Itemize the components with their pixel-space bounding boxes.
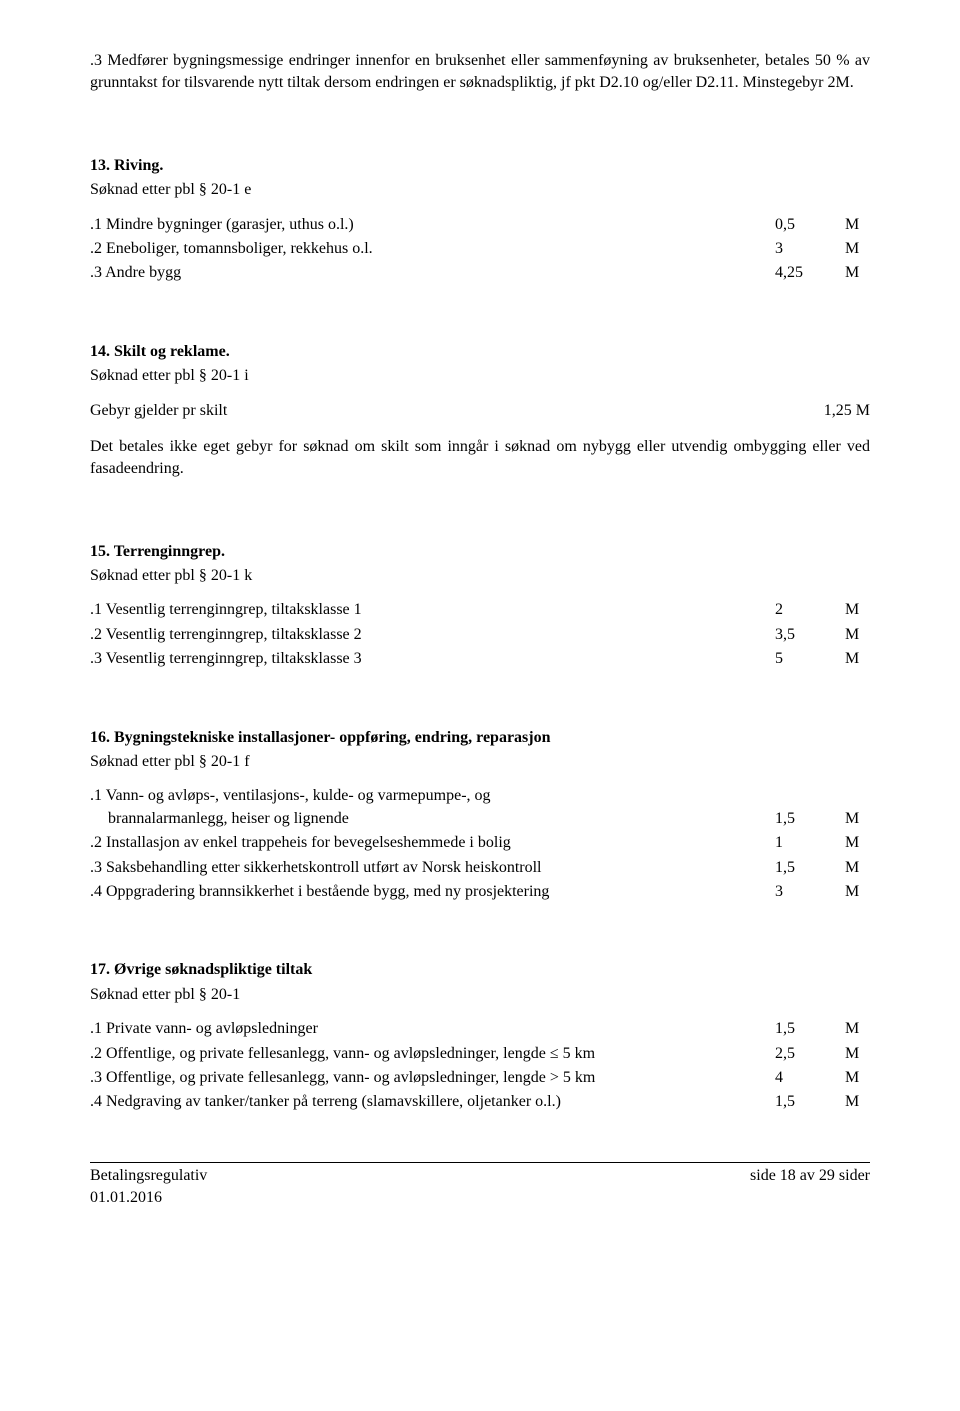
section15-subtext: Søknad etter pbl § 20-1 k bbox=[90, 565, 870, 587]
section16-heading: 16. Bygningstekniske installasjoner- opp… bbox=[90, 727, 870, 749]
section14-subtext: Søknad etter pbl § 20-1 i bbox=[90, 365, 870, 387]
item-unit: M bbox=[845, 1043, 870, 1065]
item-label: .1 Private vann- og avløpsledninger bbox=[90, 1018, 775, 1040]
item-value: 1 bbox=[775, 832, 845, 854]
item-unit: M bbox=[845, 238, 870, 260]
intro-paragraph: .3 Medfører bygningsmessige endringer in… bbox=[90, 50, 870, 95]
list-item: .3 Vesentlig terrenginngrep, tiltaksklas… bbox=[90, 648, 870, 670]
list-item: .2 Eneboliger, tomannsboliger, rekkehus … bbox=[90, 238, 870, 260]
section14-note: Det betales ikke eget gebyr for søknad o… bbox=[90, 436, 870, 481]
item-unit: M bbox=[845, 599, 870, 621]
item-unit: M bbox=[845, 808, 870, 830]
page-footer: Betalingsregulativ 01.01.2016 side 18 av… bbox=[90, 1162, 870, 1210]
item-value: 1,5 bbox=[775, 1091, 845, 1113]
section15-items: .1 Vesentlig terrenginngrep, tiltaksklas… bbox=[90, 599, 870, 670]
item-unit: M bbox=[845, 624, 870, 646]
item-value: 2 bbox=[775, 599, 845, 621]
item-value: 1,5 bbox=[775, 808, 845, 830]
item-unit: M bbox=[845, 1091, 870, 1113]
gebyr-label: Gebyr gjelder pr skilt bbox=[90, 400, 824, 422]
item-label-line1: .1 Vann- og avløps-, ventilasjons-, kuld… bbox=[90, 785, 870, 807]
section16-subtext: Søknad etter pbl § 20-1 f bbox=[90, 751, 870, 773]
footer-right: side 18 av 29 sider bbox=[750, 1165, 870, 1210]
list-item: .1 Vann- og avløps-, ventilasjons-, kuld… bbox=[90, 785, 870, 830]
item-unit: M bbox=[845, 832, 870, 854]
item-label: .3 Andre bygg bbox=[90, 262, 775, 284]
section15-heading: 15. Terrenginngrep. bbox=[90, 541, 870, 563]
footer-left-line1: Betalingsregulativ bbox=[90, 1165, 207, 1187]
list-item: .1 Vesentlig terrenginngrep, tiltaksklas… bbox=[90, 599, 870, 621]
list-item: .1 Mindre bygninger (garasjer, uthus o.l… bbox=[90, 214, 870, 236]
section16-items: .1 Vann- og avløps-, ventilasjons-, kuld… bbox=[90, 785, 870, 903]
section13-items: .1 Mindre bygninger (garasjer, uthus o.l… bbox=[90, 214, 870, 285]
item-value: 3 bbox=[775, 238, 845, 260]
list-item: .2 Offentlige, og private fellesanlegg, … bbox=[90, 1043, 870, 1065]
item-label: .3 Saksbehandling etter sikkerhetskontro… bbox=[90, 857, 775, 879]
list-item: .4 Nedgraving av tanker/tanker på terren… bbox=[90, 1091, 870, 1113]
gebyr-value: 1,25 M bbox=[824, 400, 870, 422]
section17-items: .1 Private vann- og avløpsledninger 1,5 … bbox=[90, 1018, 870, 1114]
item-label: .3 Vesentlig terrenginngrep, tiltaksklas… bbox=[90, 648, 775, 670]
item-label: .2 Eneboliger, tomannsboliger, rekkehus … bbox=[90, 238, 775, 260]
item-value: 4,25 bbox=[775, 262, 845, 284]
item-unit: M bbox=[845, 857, 870, 879]
item-value: 5 bbox=[775, 648, 845, 670]
section17-heading: 17. Øvrige søknadspliktige tiltak bbox=[90, 959, 870, 981]
item-value: 2,5 bbox=[775, 1043, 845, 1065]
item-label: .2 Vesentlig terrenginngrep, tiltaksklas… bbox=[90, 624, 775, 646]
list-item: .3 Saksbehandling etter sikkerhetskontro… bbox=[90, 857, 870, 879]
section13-subtext: Søknad etter pbl § 20-1 e bbox=[90, 179, 870, 201]
item-label-line2: brannalarmanlegg, heiser og lignende bbox=[90, 808, 775, 830]
item-unit: M bbox=[845, 881, 870, 903]
footer-left: Betalingsregulativ 01.01.2016 bbox=[90, 1165, 207, 1210]
item-label: .4 Oppgradering brannsikkerhet i beståen… bbox=[90, 881, 775, 903]
item-unit: M bbox=[845, 214, 870, 236]
item-label: .3 Offentlige, og private fellesanlegg, … bbox=[90, 1067, 775, 1089]
list-item: .3 Andre bygg 4,25 M bbox=[90, 262, 870, 284]
list-item: .1 Private vann- og avløpsledninger 1,5 … bbox=[90, 1018, 870, 1040]
section13-heading: 13. Riving. bbox=[90, 155, 870, 177]
item-value: 3 bbox=[775, 881, 845, 903]
list-item: .3 Offentlige, og private fellesanlegg, … bbox=[90, 1067, 870, 1089]
item-label: .4 Nedgraving av tanker/tanker på terren… bbox=[90, 1091, 775, 1113]
item-label: .1 Mindre bygninger (garasjer, uthus o.l… bbox=[90, 214, 775, 236]
footer-left-line2: 01.01.2016 bbox=[90, 1187, 207, 1209]
section14-gebyr: Gebyr gjelder pr skilt 1,25 M bbox=[90, 400, 870, 422]
item-label: .2 Offentlige, og private fellesanlegg, … bbox=[90, 1043, 775, 1065]
item-unit: M bbox=[845, 262, 870, 284]
item-label: .1 Vesentlig terrenginngrep, tiltaksklas… bbox=[90, 599, 775, 621]
list-item: .4 Oppgradering brannsikkerhet i beståen… bbox=[90, 881, 870, 903]
list-item: .2 Installasjon av enkel trappeheis for … bbox=[90, 832, 870, 854]
item-value: 1,5 bbox=[775, 857, 845, 879]
item-unit: M bbox=[845, 648, 870, 670]
section14-heading: 14. Skilt og reklame. bbox=[90, 341, 870, 363]
list-item: .2 Vesentlig terrenginngrep, tiltaksklas… bbox=[90, 624, 870, 646]
item-label: .2 Installasjon av enkel trappeheis for … bbox=[90, 832, 775, 854]
item-value: 1,5 bbox=[775, 1018, 845, 1040]
item-value: 3,5 bbox=[775, 624, 845, 646]
item-unit: M bbox=[845, 1067, 870, 1089]
item-value: 4 bbox=[775, 1067, 845, 1089]
section17-subtext: Søknad etter pbl § 20-1 bbox=[90, 984, 870, 1006]
item-unit: M bbox=[845, 1018, 870, 1040]
item-value: 0,5 bbox=[775, 214, 845, 236]
